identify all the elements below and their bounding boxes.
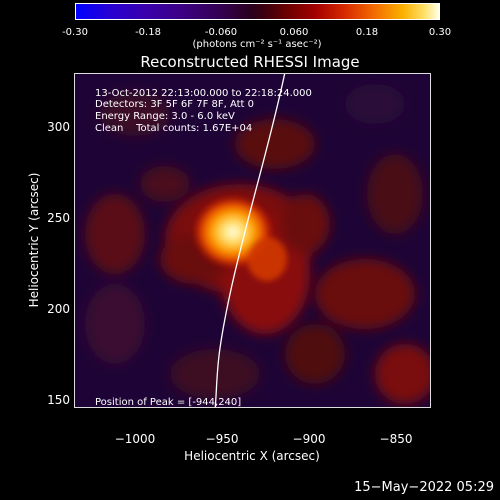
x-tick-label: −900 [292,432,326,446]
annotation-clean: Clean Total counts: 1.67E+04 [95,123,253,134]
x-tick-label: −1000 [114,432,156,446]
x-axis-label: Heliocentric X (arcsec) [184,449,320,463]
y-axis-label: Heliocentric Y (arcsec) [27,172,41,308]
colorbar-tick: 0.30 [428,27,452,38]
emission-core [191,194,287,281]
solar-limb-line [214,74,286,407]
annotation-detectors: Detectors: 3F 5F 6F 7F 8F, Att 0 [95,99,255,110]
image-title: Reconstructed RHESSI Image [140,53,360,71]
rhessi-image: 13-Oct-2012 22:13:00.000 to 22:18:24.000… [74,73,431,408]
rhessi-map [75,74,430,407]
colorbar-tick: -0.18 [135,27,161,38]
y-tick-label: 300 [47,120,70,134]
colorbar-tick: 0.060 [279,27,309,38]
colorbar-tick: 0.18 [355,27,379,38]
annotation-energy: Energy Range: 3.0 - 6.0 keV [95,111,235,122]
colorbar-units: (photons cm⁻² s⁻¹ asec⁻²) [192,39,322,50]
y-tick-label: 200 [47,302,70,316]
x-tick-label: −850 [379,432,413,446]
annotation-time: 13-Oct-2012 22:13:00.000 to 22:18:24.000 [95,88,312,99]
colorbar-tick: -0.30 [62,27,88,38]
y-tick-label: 250 [47,211,70,225]
x-tick-label: −950 [205,432,239,446]
timestamp: 15−May−2022 05:29 [354,480,494,495]
colorbar-tick: -0.060 [204,27,238,38]
background-noise [85,84,430,404]
y-tick-label: 150 [47,393,70,407]
annotation-peak: Position of Peak = [-944,240] [95,397,242,408]
colorbar [75,3,440,20]
